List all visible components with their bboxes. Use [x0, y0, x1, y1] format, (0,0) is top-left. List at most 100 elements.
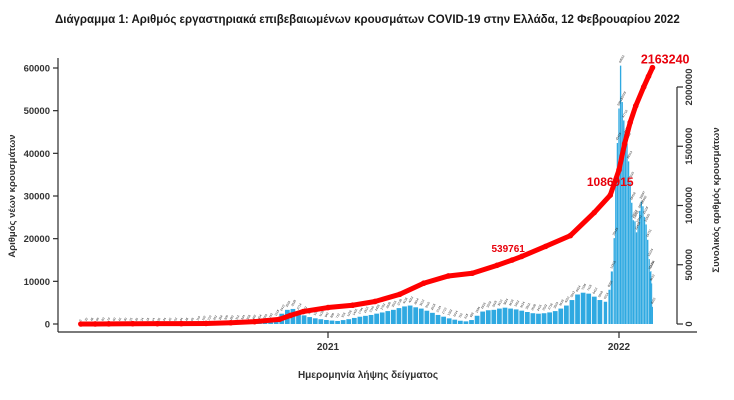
- bar-label: 34: [162, 317, 167, 322]
- line-marker: [509, 257, 515, 263]
- bar: [643, 216, 646, 324]
- bar-label: 4322: [407, 295, 414, 303]
- bar: [619, 65, 622, 324]
- x-axis: 2021 2022 Ημερομηνία λήψης δείγματος: [58, 331, 697, 381]
- bar: [307, 317, 313, 324]
- bar: [318, 319, 324, 324]
- bar-label: 44: [179, 317, 184, 322]
- bar-label: 402: [251, 314, 257, 321]
- bar-label: 12318: [609, 260, 617, 270]
- bar-label: 42416: [615, 131, 623, 141]
- bar-label: 3618: [508, 298, 515, 306]
- bar-label: 2428: [374, 304, 381, 312]
- bar: [624, 135, 627, 324]
- bar: [424, 310, 430, 324]
- line-marker: [445, 273, 452, 279]
- bar: [469, 320, 474, 324]
- bar: [575, 294, 580, 324]
- bar: [463, 321, 469, 324]
- line-marker: [154, 320, 161, 327]
- line-marker: [494, 262, 500, 269]
- bar-label: 25: [128, 317, 133, 322]
- right-axis: 0 500000 1000000 1500000 2000000 Συνολικός αρ…: [676, 69, 722, 327]
- bar-label: 25118: [642, 205, 649, 214]
- left-tick-label: 0: [45, 320, 50, 331]
- bar: [435, 314, 441, 324]
- bar-label: 7336: [580, 283, 587, 291]
- bar: [541, 313, 547, 324]
- bar: [430, 312, 435, 324]
- annotation-539761: 539761: [491, 244, 525, 255]
- line-marker: [621, 141, 628, 147]
- bar: [629, 182, 631, 324]
- bar-label: 762: [268, 312, 274, 319]
- bar-label: 916: [340, 311, 346, 318]
- bar-label: 42: [167, 317, 172, 322]
- bar-label: 3028: [385, 301, 392, 309]
- bar: [396, 308, 402, 324]
- bar: [649, 272, 651, 324]
- bar: [418, 308, 424, 324]
- bar-label: 60552: [618, 54, 626, 64]
- bar: [647, 239, 649, 324]
- bar-label: 20126: [612, 227, 620, 237]
- bar-label: 2412: [279, 304, 286, 312]
- bar-label: 2718: [547, 302, 554, 310]
- line-marker: [591, 209, 598, 216]
- bar-label: 252: [212, 314, 218, 321]
- bar-label: 23335: [643, 213, 651, 223]
- bar: [519, 310, 525, 324]
- cumulative-line: [78, 64, 656, 327]
- bar: [651, 306, 653, 324]
- bar: [502, 307, 508, 324]
- bar-label: 32: [84, 317, 89, 322]
- left-tick-label: 60000: [24, 64, 50, 75]
- bar-label: 3318: [491, 300, 498, 308]
- bar-label: 1334: [313, 308, 320, 316]
- bar: [623, 120, 625, 324]
- line-marker: [129, 320, 136, 327]
- bar-label: 454: [257, 313, 263, 320]
- right-tick-label: 0: [684, 321, 695, 326]
- x-tick-label: 2022: [608, 342, 631, 353]
- bar-label: 358: [246, 314, 252, 321]
- bar: [634, 221, 636, 324]
- bar: [618, 108, 620, 324]
- bar-label: 5214: [603, 292, 610, 300]
- bar-label: 5: [78, 318, 82, 322]
- bar: [312, 318, 318, 324]
- bar: [324, 319, 329, 324]
- bar-label: 2124: [435, 305, 442, 313]
- bar-label: 110: [195, 315, 201, 321]
- cumulative-polyline: [78, 65, 655, 327]
- bar-label: 334: [240, 314, 246, 321]
- bar: [564, 305, 569, 324]
- bar-label: 2618: [430, 303, 437, 311]
- bar-label: 282: [229, 314, 235, 321]
- bar: [480, 311, 486, 324]
- bar-label: 3824: [502, 298, 509, 306]
- bar: [637, 225, 639, 324]
- line-marker: [469, 270, 476, 277]
- annotations: 539761 1086915 2163240: [491, 53, 689, 255]
- line-marker: [227, 319, 234, 326]
- bar-label: 3422: [514, 299, 521, 307]
- bar-label: 8022: [607, 280, 614, 288]
- bar-label: 1218: [274, 309, 281, 317]
- bar-label: 28418: [629, 191, 637, 201]
- bar-label: 210: [207, 314, 213, 321]
- bar: [497, 308, 502, 324]
- bar-label: 1128: [346, 309, 353, 317]
- bar: [552, 311, 558, 324]
- bar-label: 95: [95, 316, 100, 321]
- bar-label: 28697: [639, 190, 647, 200]
- bar: [402, 306, 407, 324]
- line-marker: [640, 84, 647, 90]
- bar-label: 3618: [558, 298, 565, 306]
- bar: [650, 271, 652, 324]
- line-marker: [349, 302, 356, 309]
- bar-label: 48: [184, 317, 189, 322]
- bar-label: 312: [234, 314, 240, 321]
- line-marker: [178, 320, 185, 327]
